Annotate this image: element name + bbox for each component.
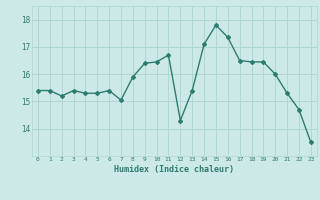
X-axis label: Humidex (Indice chaleur): Humidex (Indice chaleur) [115, 165, 234, 174]
